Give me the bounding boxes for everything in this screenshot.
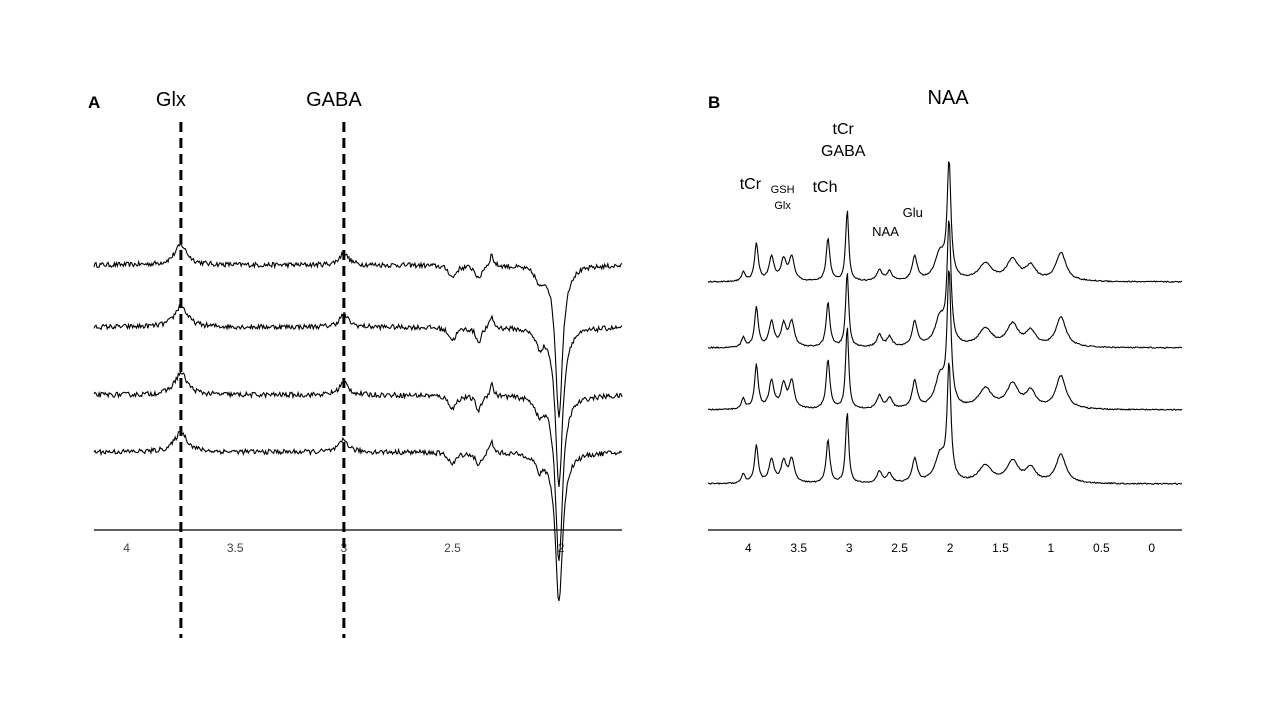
panel-b-annotation: Glu: [903, 205, 923, 220]
panel-a-spectrum-line: [93, 430, 623, 602]
panel-b: B 4 3.5 3 2.5 2 1.5 1 0.5 0 NAA tCr GABA tCr GSH Glx t…: [707, 87, 1183, 555]
panel-a-spectrum-line: [93, 243, 623, 418]
panel-a-label: A: [88, 93, 100, 112]
panel-a-marker-label: Glx: [156, 89, 186, 111]
panel-a-spectrum-line: [93, 371, 623, 561]
panel-b-annotation: tCh: [813, 179, 838, 196]
panel-b-annotation: NAA: [927, 87, 969, 109]
panel-b-tick-label: 3: [846, 541, 853, 555]
panel-b-spectrum-line: [708, 220, 1183, 349]
panel-b-spectrum-line: [708, 362, 1182, 486]
panel-b-tick-label: 2: [947, 541, 954, 555]
panel-b-tick-label: 0.5: [1093, 541, 1110, 555]
panel-b-ticks: 4 3.5 3 2.5 2 1.5 1 0.5 0: [745, 541, 1155, 555]
panel-a-tick-label: 4: [123, 541, 130, 555]
panel-a-marker-label: GABA: [306, 89, 362, 111]
panel-b-tick-label: 0: [1148, 541, 1155, 555]
panel-b-label: B: [708, 93, 720, 112]
panel-a-markers: Glx GABA: [156, 89, 362, 638]
panel-b-annotation: GABA: [821, 143, 866, 160]
panel-b-annotation: Glx: [774, 200, 791, 212]
panel-b-tick-label: 4: [745, 541, 752, 555]
panel-b-tick-label: 1.5: [992, 541, 1009, 555]
panel-b-tick-label: 3.5: [790, 541, 807, 555]
panel-b-annotation: tCr: [833, 121, 855, 138]
panel-b-tick-label: 2.5: [891, 541, 908, 555]
panel-a-tick-label: 2.5: [444, 541, 461, 555]
panel-b-spectrum-line: [707, 270, 1183, 411]
panel-b-annotation: NAA: [872, 224, 899, 239]
panel-a-spectrum-line: [93, 303, 623, 487]
panel-b-annotation: GSH: [771, 184, 795, 196]
panel-b-annotation: tCr: [740, 176, 762, 193]
panel-a-spectra: [93, 243, 623, 602]
panel-a-tick-label: 2: [558, 541, 565, 555]
panel-a-tick-label: 3.5: [227, 541, 244, 555]
panel-b-spectrum-line: [707, 161, 1183, 284]
panel-b-annotations: NAA tCr GABA tCr GSH Glx tCh NAA Glu: [740, 87, 970, 239]
panel-b-tick-label: 1: [1048, 541, 1055, 555]
panel-b-spectra: [707, 161, 1183, 486]
